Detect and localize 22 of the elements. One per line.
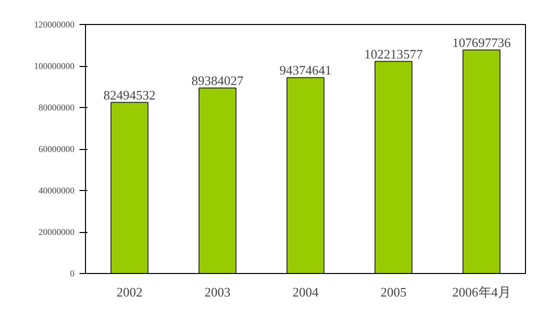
y-tick-label: 80000000: [38, 102, 75, 112]
y-tick-label: 0: [70, 268, 75, 278]
data-label: 82494532: [104, 87, 156, 102]
y-tick-label: 40000000: [38, 186, 75, 196]
x-tick-label: 2006年4月: [452, 284, 511, 300]
x-tick-label: 2002: [116, 284, 142, 300]
data-label: 102213577: [364, 46, 424, 62]
bar: [374, 60, 412, 274]
x-tick-label: 2003: [204, 284, 230, 300]
x-tick-label: 2004: [292, 284, 319, 300]
data-label: 94374641: [280, 62, 332, 78]
bar: [462, 50, 500, 274]
data-label: 89384027: [192, 73, 244, 88]
bar: [110, 102, 148, 274]
x-tick-label: 2005: [380, 284, 406, 300]
data-label: 107697736: [452, 35, 512, 50]
y-tick-label: 120000000: [34, 20, 75, 30]
bar: [286, 77, 324, 274]
bar: [198, 88, 236, 274]
y-tick-label: 20000000: [38, 227, 75, 237]
y-tick-label: 100000000: [34, 61, 75, 71]
y-tick-label: 60000000: [38, 144, 75, 154]
